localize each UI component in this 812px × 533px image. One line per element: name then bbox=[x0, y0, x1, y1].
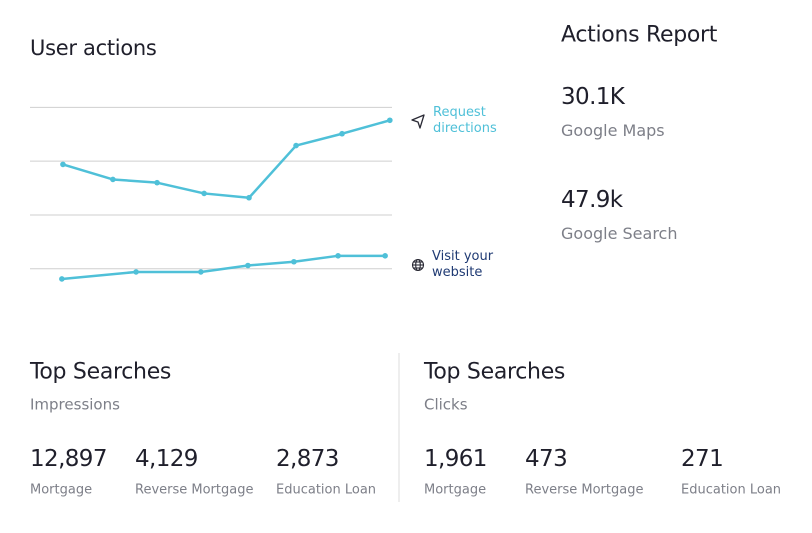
report-label: Google Search bbox=[561, 223, 678, 243]
point bbox=[291, 258, 297, 265]
stat-value: 4,129 bbox=[135, 445, 198, 472]
stat-label: Education Loan bbox=[276, 482, 377, 498]
stat-value: 12,897 bbox=[30, 445, 107, 472]
series-line bbox=[62, 119, 391, 199]
legend-label: Visit your website bbox=[432, 249, 494, 280]
stat-label: Reverse Mortgage bbox=[135, 482, 254, 498]
point bbox=[382, 253, 388, 259]
stat-label: Mortgage bbox=[424, 482, 487, 498]
point bbox=[133, 269, 139, 275]
panel-subtitle: Clicks bbox=[424, 395, 468, 414]
stat-value: 271 bbox=[681, 445, 724, 472]
stat-value: 1,961 bbox=[424, 445, 487, 472]
point bbox=[246, 194, 252, 201]
panel-subtitle: Impressions bbox=[30, 395, 120, 414]
panel-title: Top Searches bbox=[424, 359, 566, 385]
report-title: Actions Report bbox=[561, 22, 718, 48]
point bbox=[198, 269, 204, 275]
stat-label: Mortgage bbox=[30, 482, 93, 498]
report-value: 47.9k bbox=[561, 186, 623, 213]
point bbox=[387, 117, 393, 124]
stat-value: 2,873 bbox=[276, 445, 339, 472]
point bbox=[110, 176, 116, 183]
report-value: 30.1K bbox=[561, 83, 625, 110]
chart-title: User actions bbox=[30, 35, 157, 60]
point bbox=[335, 253, 341, 259]
panel-title: Top Searches bbox=[30, 359, 172, 385]
stat-value: 473 bbox=[525, 445, 568, 472]
report-label: Google Maps bbox=[561, 120, 665, 140]
stat-label: Reverse Mortgage bbox=[525, 482, 644, 498]
globe-icon bbox=[411, 258, 425, 272]
point bbox=[245, 262, 251, 269]
point bbox=[154, 179, 160, 186]
point bbox=[201, 190, 207, 197]
directions-icon bbox=[411, 114, 425, 129]
point bbox=[60, 161, 66, 168]
legend-label: Request directions bbox=[433, 105, 497, 136]
point bbox=[293, 142, 299, 149]
series-line bbox=[61, 254, 386, 281]
point bbox=[59, 276, 65, 282]
stat-label: Education Loan bbox=[681, 482, 782, 498]
point bbox=[339, 130, 345, 137]
